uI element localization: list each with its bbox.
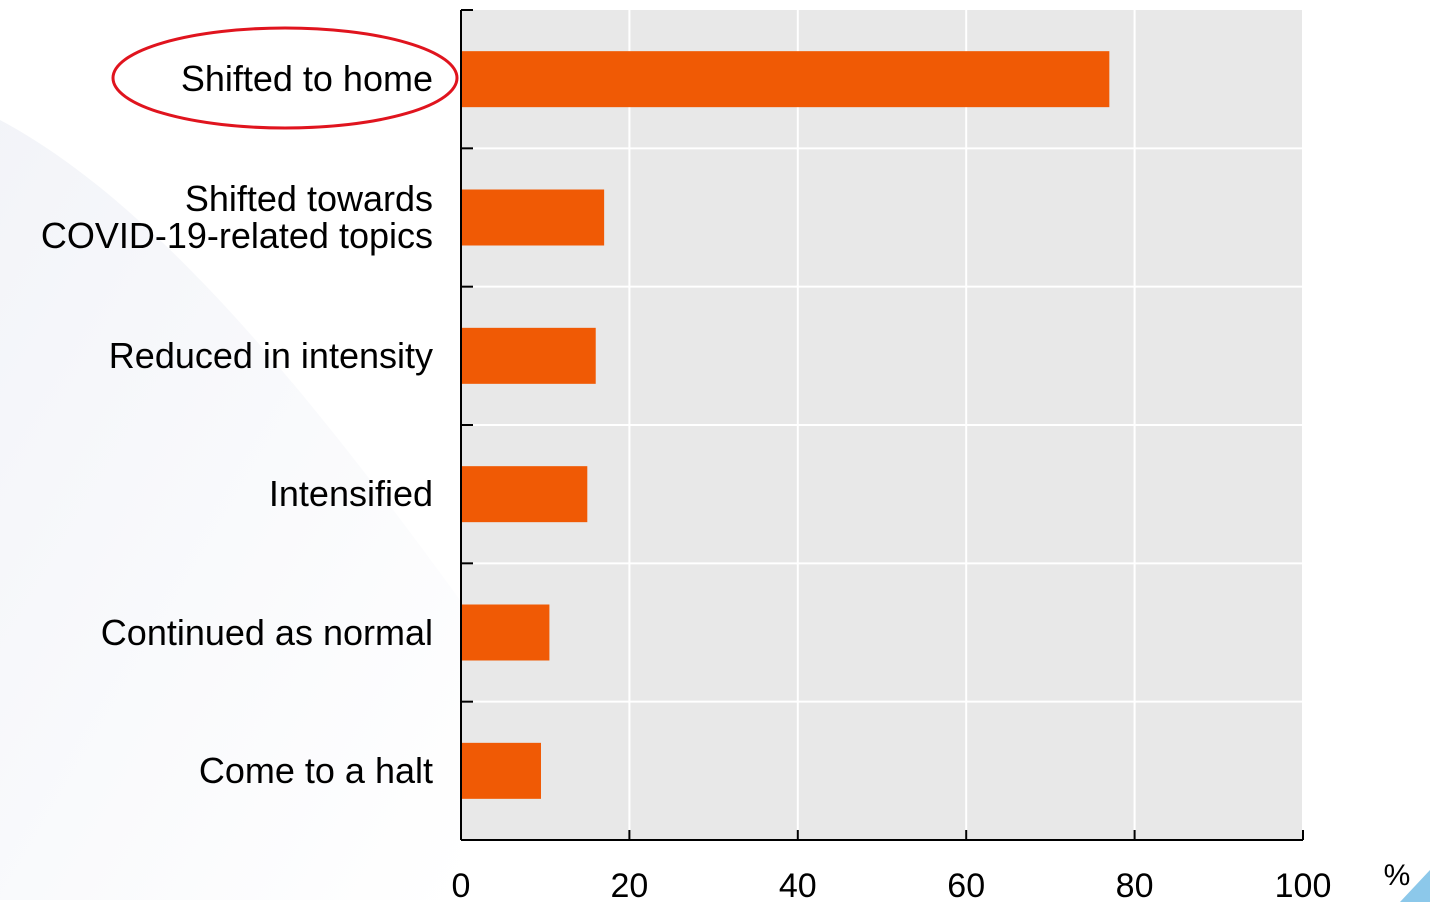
x-tick-label: 100	[1275, 867, 1332, 902]
highlight-ellipse	[111, 26, 459, 130]
bar	[461, 604, 550, 661]
y-tick-label: Come to a halt	[198, 749, 433, 791]
corner-decoration	[1400, 870, 1430, 902]
x-tick-label: 0	[452, 867, 471, 902]
bar	[461, 466, 588, 523]
x-tick-label: 40	[779, 867, 817, 902]
y-tick-label: Shifted to home	[180, 58, 433, 100]
y-tick-label: Reduced in intensity	[108, 334, 433, 376]
y-tick-label: Continued as normal	[100, 611, 433, 653]
y-tick-label: Intensified	[268, 473, 433, 515]
y-tick-label: Shifted towards COVID-19-related topics	[40, 177, 433, 257]
x-axis-label: %	[1384, 859, 1411, 892]
x-tick-label: 80	[1116, 867, 1154, 902]
x-tick-label: 60	[947, 867, 985, 902]
bar	[461, 742, 541, 799]
background-wave	[0, 120, 460, 900]
bar	[461, 51, 1110, 108]
bar	[461, 189, 605, 246]
x-tick-label: 20	[610, 867, 648, 902]
bar	[461, 327, 596, 384]
